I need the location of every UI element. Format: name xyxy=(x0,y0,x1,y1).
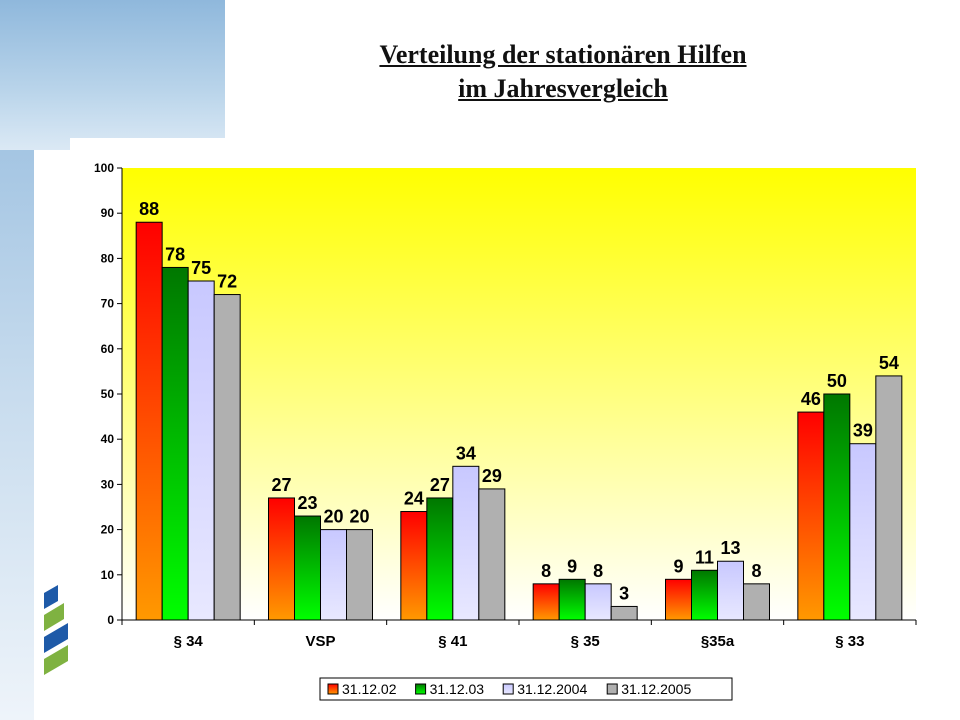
data-label: 8 xyxy=(593,561,603,581)
data-label: 8 xyxy=(751,561,761,581)
slide-title: Verteilung der stationären Hilfen im Jah… xyxy=(225,38,901,106)
data-label: 39 xyxy=(853,421,873,441)
data-label: 72 xyxy=(217,272,237,292)
bar-2 xyxy=(823,393,851,621)
slide-title-line2: im Jahresvergleich xyxy=(458,74,668,103)
data-label: 8 xyxy=(541,561,551,581)
bar-2 xyxy=(691,569,718,621)
bar-1 xyxy=(665,578,692,621)
bar-3 xyxy=(584,583,612,621)
chart-panel: 0 10 20 30 40 50 60 70 80 90 100 88 78 75 72 § 34 27 23 2… xyxy=(70,138,928,710)
x-category-label: § 35 xyxy=(571,633,600,650)
data-label: 23 xyxy=(297,493,317,513)
legend-swatch xyxy=(606,683,618,695)
x-category-label: § 33 xyxy=(835,633,864,650)
data-label: 34 xyxy=(456,443,476,463)
bar-1 xyxy=(532,583,560,621)
data-label: 54 xyxy=(879,353,899,373)
plot-background xyxy=(122,168,916,620)
legend-entry: 31.12.2004 xyxy=(517,681,587,697)
y-tick-label: 90 xyxy=(101,206,115,220)
x-category-label: §35a xyxy=(701,633,735,650)
bar-3 xyxy=(717,560,744,621)
x-category-label: § 41 xyxy=(438,633,467,650)
y-tick-label: 40 xyxy=(101,432,115,446)
data-label: 20 xyxy=(323,507,343,527)
legend-swatch xyxy=(502,683,514,695)
bar-1 xyxy=(268,497,295,621)
y-tick-label: 20 xyxy=(101,523,115,537)
data-label: 9 xyxy=(567,556,577,576)
y-tick-label: 50 xyxy=(101,387,115,401)
legend-entry: 31.12.02 xyxy=(342,681,397,697)
data-label: 78 xyxy=(165,244,185,264)
y-tick-label: 80 xyxy=(101,251,115,265)
bar-1 xyxy=(400,511,428,621)
bar-1 xyxy=(135,221,163,621)
bar-4 xyxy=(213,294,241,621)
y-tick-label: 10 xyxy=(101,568,115,582)
data-label: 46 xyxy=(801,389,821,409)
data-label: 27 xyxy=(430,475,450,495)
data-label: 20 xyxy=(349,507,369,527)
bar-2 xyxy=(161,266,189,621)
data-label: 24 xyxy=(404,489,424,509)
data-label: 27 xyxy=(271,475,291,495)
logo-stripes-icon xyxy=(44,585,68,675)
data-label: 75 xyxy=(191,258,211,278)
bar-4 xyxy=(346,529,373,621)
legend-entry: 31.12.2005 xyxy=(621,681,691,697)
data-label: 13 xyxy=(720,538,740,558)
legend-entry: 31.12.03 xyxy=(430,681,485,697)
bar-1 xyxy=(797,411,825,621)
y-tick-label: 60 xyxy=(101,342,115,356)
y-tick-label: 100 xyxy=(94,161,114,175)
data-label: 3 xyxy=(619,583,629,603)
y-tick-label: 0 xyxy=(107,613,114,627)
y-tick-label: 30 xyxy=(101,477,115,491)
y-tick-label: 70 xyxy=(101,297,115,311)
bar-4 xyxy=(743,583,770,621)
bar-3 xyxy=(452,465,480,621)
bar-3 xyxy=(849,443,877,621)
decorative-corner-block xyxy=(0,0,225,150)
x-category-label: § 34 xyxy=(174,633,204,650)
bar-4 xyxy=(610,605,638,621)
data-label: 11 xyxy=(695,547,714,567)
bar-4 xyxy=(478,488,506,621)
bar-3 xyxy=(187,280,215,621)
slide-title-line1: Verteilung der stationären Hilfen xyxy=(379,40,747,69)
data-label: 9 xyxy=(673,556,683,576)
bar-2 xyxy=(294,515,321,621)
bar-3 xyxy=(320,529,347,621)
bar-2 xyxy=(426,497,454,621)
data-label: 88 xyxy=(139,199,159,219)
bar-4 xyxy=(875,375,903,621)
legend-swatch xyxy=(415,683,427,695)
data-label: 50 xyxy=(827,371,847,391)
legend-swatch xyxy=(327,683,339,695)
data-label: 29 xyxy=(482,466,502,486)
x-category-label: VSP xyxy=(305,633,335,650)
bar-2 xyxy=(558,578,586,621)
